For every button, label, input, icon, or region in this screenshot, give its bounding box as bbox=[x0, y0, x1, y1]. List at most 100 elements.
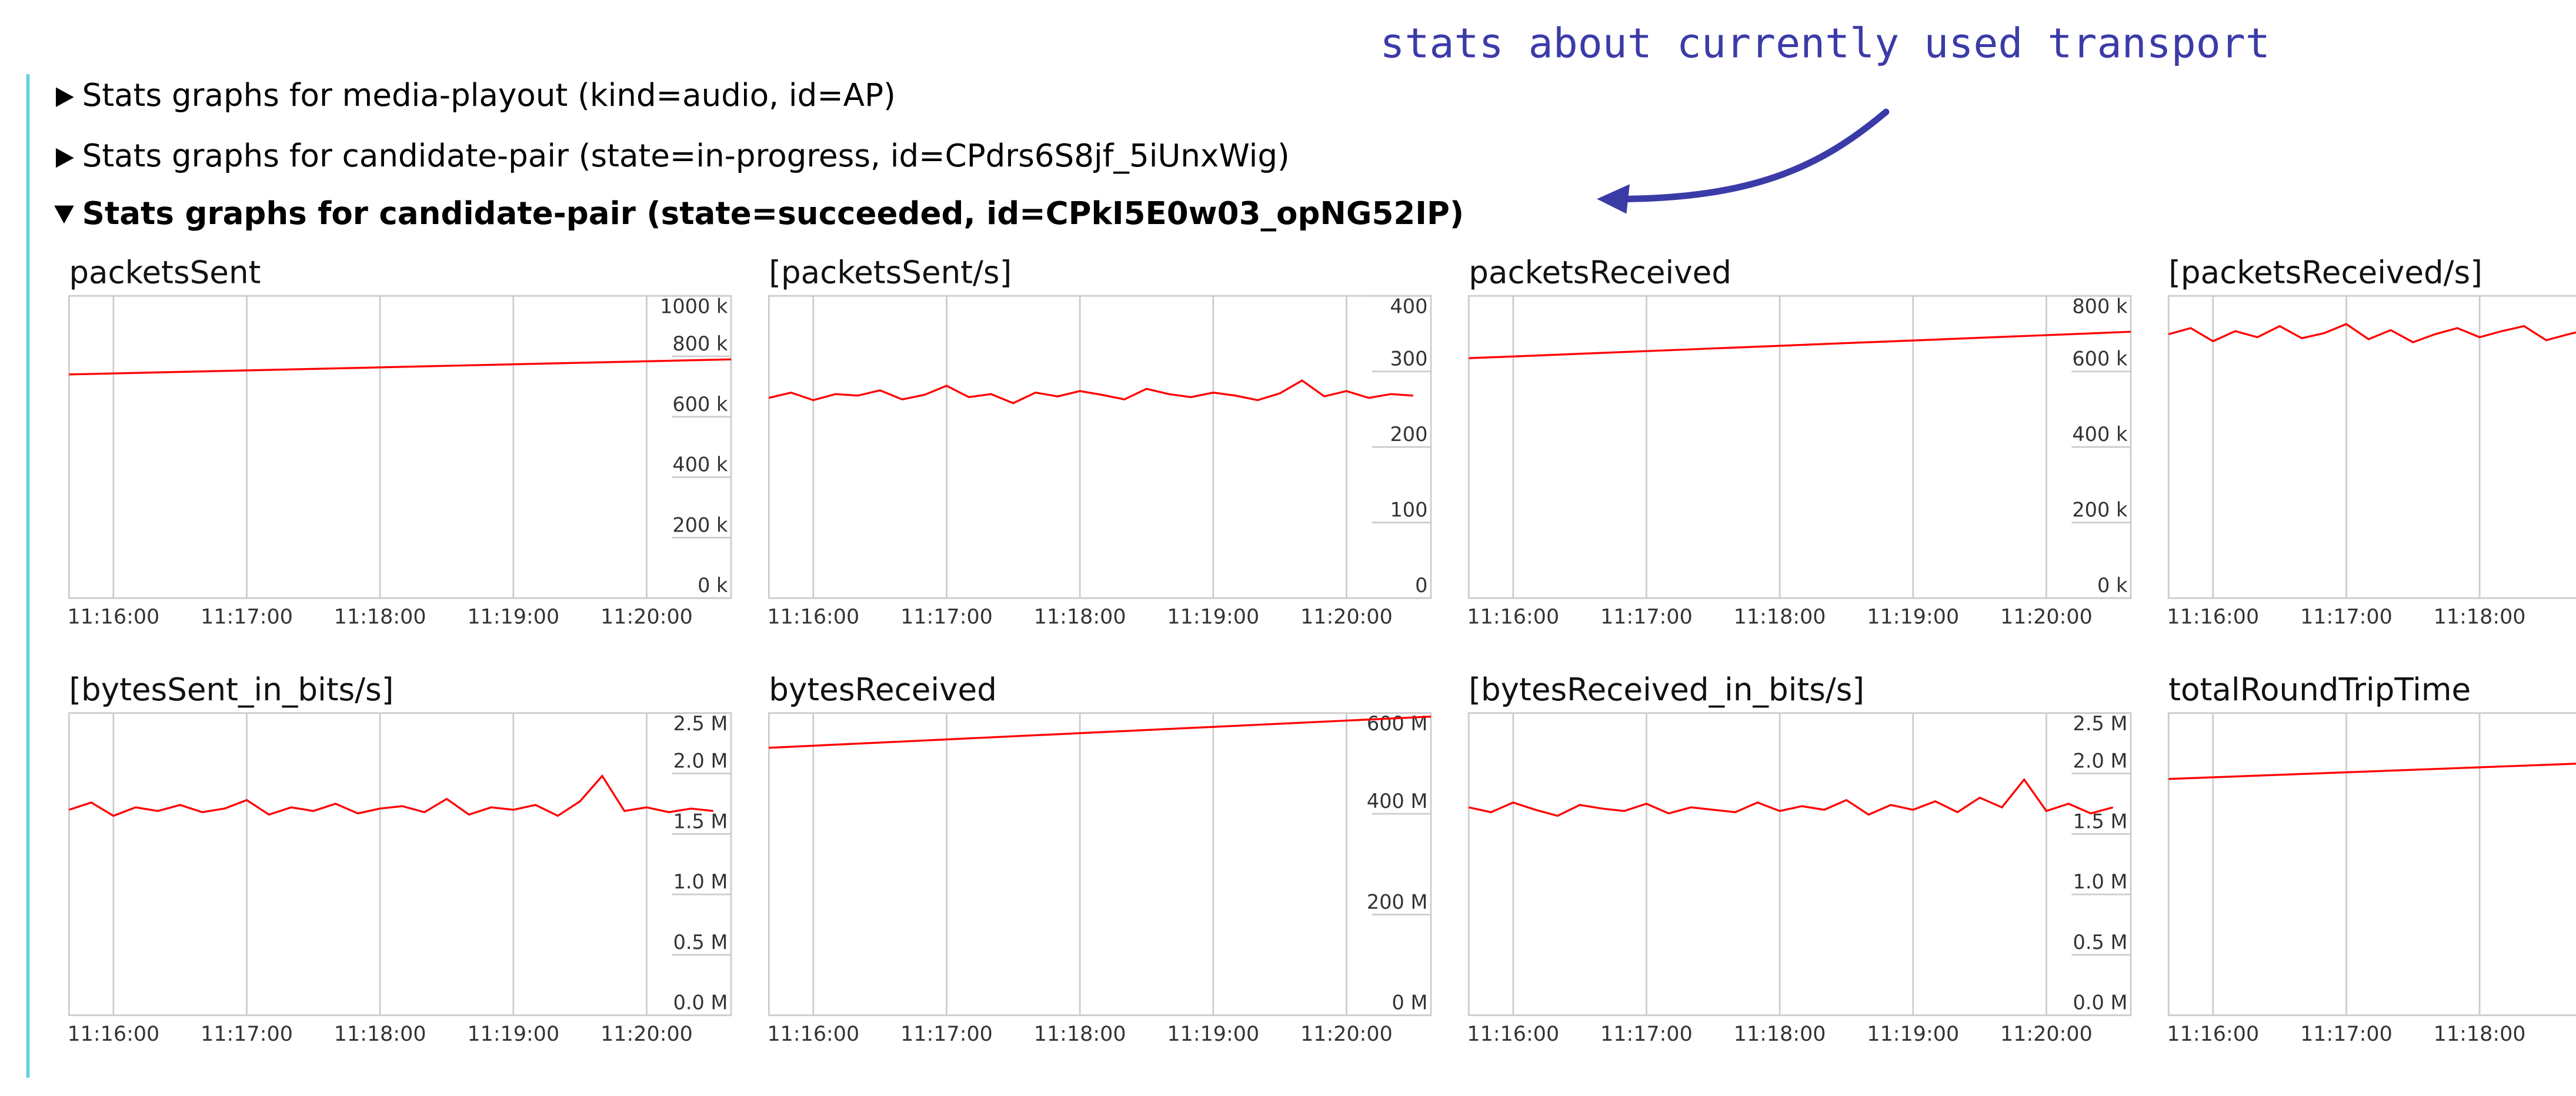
y-tick-label: 0.5 M bbox=[673, 931, 728, 954]
x-tick-label: 11:17:00 bbox=[900, 606, 993, 629]
section-header[interactable]: Stats graphs for candidate-pair (state=i… bbox=[82, 138, 1290, 174]
expand-toggle[interactable] bbox=[55, 148, 74, 168]
x-tick-label: 11:16:00 bbox=[1467, 606, 1559, 629]
y-tick-label: 2.0 M bbox=[2073, 749, 2128, 772]
y-tick-label: 1.5 M bbox=[673, 810, 728, 833]
x-tick-label: 11:20:00 bbox=[2000, 606, 2093, 629]
section-header[interactable]: Stats graphs for media-playout (kind=aud… bbox=[82, 77, 896, 113]
chart-title: packetsReceived bbox=[1469, 255, 1731, 291]
data-line bbox=[68, 774, 714, 817]
plot-area bbox=[68, 295, 732, 599]
x-tick-label: 11:20:00 bbox=[600, 606, 693, 629]
y-tick-label: 800 k bbox=[2072, 295, 2128, 318]
plot-area bbox=[1467, 712, 2132, 1017]
x-tick-label: 11:17:00 bbox=[1600, 606, 1693, 629]
y-tick-label: 400 bbox=[1390, 295, 1427, 318]
y-tick-label: 200 M bbox=[1367, 890, 1428, 913]
x-tick-label: 11:18:00 bbox=[334, 1023, 426, 1046]
x-tick-label: 11:19:00 bbox=[467, 1023, 559, 1046]
chart-title: bytesReceived bbox=[769, 671, 997, 708]
data-line bbox=[2168, 763, 2576, 780]
data-line bbox=[1469, 330, 2131, 359]
x-tick-label: 11:16:00 bbox=[767, 1023, 859, 1046]
y-tick-label: 2.0 M bbox=[673, 749, 728, 772]
y-tick-label: 400 k bbox=[2072, 423, 2128, 446]
y-tick-label: 600 M bbox=[1367, 712, 1428, 735]
x-tick-label: 11:18:00 bbox=[1734, 1023, 1826, 1046]
chart-title: totalRoundTripTime bbox=[2168, 671, 2471, 708]
x-tick-label: 11:19:00 bbox=[1167, 1023, 1259, 1046]
annotation-arrow bbox=[1623, 108, 1890, 202]
plot-area bbox=[2167, 712, 2576, 1017]
y-tick-label: 0 k bbox=[2097, 574, 2128, 597]
data-line bbox=[1468, 778, 2114, 817]
x-tick-label: 11:18:00 bbox=[1034, 606, 1126, 629]
y-tick-label: 0 bbox=[1415, 574, 1427, 597]
x-tick-label: 11:16:00 bbox=[67, 1023, 159, 1046]
x-tick-label: 11:19:00 bbox=[1867, 606, 1959, 629]
y-tick-label: 1.5 M bbox=[2073, 810, 2128, 833]
chart-title: packetsSent bbox=[69, 255, 261, 291]
y-tick-label: 2.5 M bbox=[2073, 712, 2128, 735]
y-tick-label: 800 k bbox=[672, 332, 728, 355]
expand-toggle[interactable] bbox=[55, 87, 74, 107]
chart-title: [bytesSent_in_bits/s] bbox=[69, 671, 393, 708]
x-tick-label: 11:19:00 bbox=[1867, 1023, 1959, 1046]
plot-area bbox=[768, 712, 1432, 1017]
x-tick-label: 11:18:00 bbox=[2434, 1023, 2526, 1046]
data-line bbox=[769, 716, 1432, 749]
x-tick-label: 11:16:00 bbox=[1467, 1023, 1559, 1046]
y-tick-label: 200 bbox=[1390, 423, 1427, 446]
x-tick-label: 11:20:00 bbox=[1300, 606, 1393, 629]
x-tick-label: 11:16:00 bbox=[2167, 1023, 2259, 1046]
y-tick-label: 1.0 M bbox=[673, 870, 728, 893]
y-tick-label: 400 k bbox=[672, 453, 728, 476]
y-tick-label: 400 M bbox=[1367, 790, 1428, 813]
plot-area bbox=[1467, 295, 2132, 599]
annotation: stats about currently used transport bbox=[1380, 20, 2270, 68]
x-tick-label: 11:16:00 bbox=[67, 606, 159, 629]
section-header[interactable]: Stats graphs for candidate-pair (state=s… bbox=[82, 195, 1464, 232]
x-tick-label: 11:20:00 bbox=[2000, 1023, 2093, 1046]
data-line bbox=[768, 379, 1413, 405]
x-tick-label: 11:18:00 bbox=[2434, 606, 2526, 629]
x-tick-label: 11:17:00 bbox=[201, 1023, 293, 1046]
y-tick-label: 600 k bbox=[672, 393, 728, 416]
x-tick-label: 11:19:00 bbox=[467, 606, 559, 629]
chart-title: [packetsSent/s] bbox=[769, 255, 1012, 291]
x-tick-label: 11:20:00 bbox=[1300, 1023, 1393, 1046]
y-tick-label: 0.0 M bbox=[673, 991, 728, 1014]
x-tick-label: 11:19:00 bbox=[1167, 606, 1259, 629]
x-tick-label: 11:17:00 bbox=[1600, 1023, 1693, 1046]
y-tick-label: 0 M bbox=[1392, 991, 1428, 1014]
y-tick-label: 600 k bbox=[2072, 347, 2128, 370]
y-tick-label: 0 k bbox=[698, 574, 728, 597]
y-tick-label: 300 bbox=[1390, 347, 1427, 370]
x-tick-label: 11:16:00 bbox=[767, 606, 859, 629]
chart-title: [packetsReceived/s] bbox=[2168, 255, 2482, 291]
plot-area bbox=[768, 295, 1432, 599]
data-line bbox=[2168, 323, 2576, 343]
arrow-head bbox=[1597, 184, 1630, 214]
x-tick-label: 11:18:00 bbox=[1734, 606, 1826, 629]
y-tick-label: 0.0 M bbox=[2073, 991, 2128, 1014]
x-tick-label: 11:17:00 bbox=[2300, 606, 2393, 629]
y-tick-label: 200 k bbox=[672, 513, 728, 536]
x-tick-label: 11:17:00 bbox=[201, 606, 293, 629]
y-tick-label: 0.5 M bbox=[2073, 931, 2128, 954]
expand-toggle[interactable] bbox=[54, 205, 74, 224]
y-tick-label: 100 bbox=[1390, 499, 1427, 522]
x-tick-label: 11:17:00 bbox=[2300, 1023, 2393, 1046]
chart-title: [bytesReceived_in_bits/s] bbox=[1469, 671, 1864, 708]
y-tick-label: 200 k bbox=[2072, 499, 2128, 522]
x-tick-label: 11:18:00 bbox=[1034, 1023, 1126, 1046]
y-tick-label: 1000 k bbox=[660, 295, 728, 318]
y-tick-label: 2.5 M bbox=[673, 712, 728, 735]
x-tick-label: 11:20:00 bbox=[600, 1023, 693, 1046]
data-line bbox=[69, 358, 732, 376]
plot-area bbox=[68, 712, 732, 1017]
y-tick-label: 1.0 M bbox=[2073, 870, 2128, 893]
x-tick-label: 11:18:00 bbox=[334, 606, 426, 629]
